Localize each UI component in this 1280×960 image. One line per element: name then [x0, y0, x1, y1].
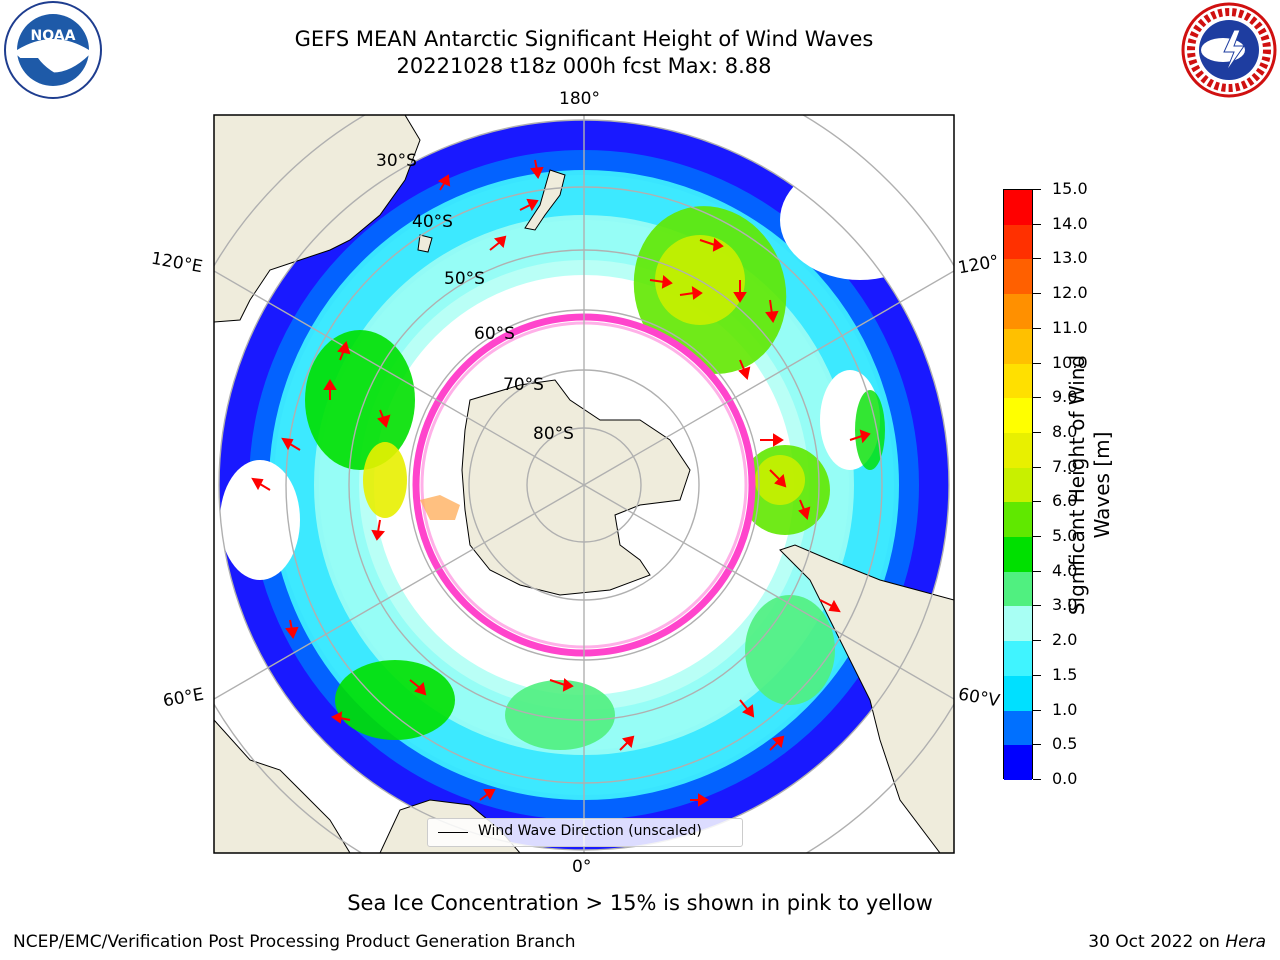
map-legend: Wind Wave Direction (unscaled)	[427, 818, 743, 847]
colorbar-tick-label: 0.5	[1052, 734, 1078, 754]
colorbar	[1003, 189, 1033, 780]
colorbar-tick	[1033, 779, 1041, 780]
colorbar-segment	[1004, 432, 1032, 468]
land-tasmania	[417, 234, 433, 253]
map-frame	[213, 114, 955, 854]
colorbar-tick-label: 3.0	[1052, 595, 1078, 615]
colorbar-segment	[1004, 745, 1032, 780]
sea-ice-note: Sea Ice Concentration > 15% is shown in …	[347, 891, 933, 915]
lon-label-0: 0°	[572, 857, 592, 877]
graticule	[214, 115, 954, 853]
colorbar-tick	[1033, 258, 1041, 260]
lon-label-180: 180°	[559, 89, 600, 109]
colorbar-tick	[1033, 397, 1041, 399]
colorbar-segment	[1004, 224, 1032, 260]
lat-label-50s: 50°S	[444, 269, 485, 289]
colorbar-tick	[1033, 709, 1041, 711]
colorbar-tick-label: 0.0	[1052, 769, 1078, 788]
wave-region-south-atlantic	[745, 595, 835, 705]
colorbar-segment	[1004, 259, 1032, 295]
colorbar-tick	[1033, 431, 1041, 433]
chart-title: GEFS MEAN Antarctic Significant Height o…	[294, 27, 874, 51]
land-new-zealand	[524, 169, 566, 231]
footer-machine: Hera	[1225, 932, 1266, 952]
colorbar-tick-label: 8.0	[1052, 421, 1078, 441]
colorbar-tick	[1033, 293, 1041, 295]
wave-region-indian	[305, 330, 415, 470]
colorbar-tick	[1033, 674, 1041, 676]
colorbar-segment	[1004, 328, 1032, 364]
colorbar-tick	[1033, 327, 1041, 329]
chart-subtitle: 20221028 t18z 000h fcst Max: 8.88	[396, 54, 772, 78]
colorbar-tick-label: 13.0	[1052, 248, 1088, 268]
colorbar-segment	[1004, 190, 1032, 225]
colorbar-tick-label: 6.0	[1052, 491, 1078, 511]
colorbar-tick-label: 5.0	[1052, 526, 1078, 546]
svg-text:NOAA: NOAA	[31, 28, 76, 44]
colorbar-tick-label: 15.0	[1052, 179, 1088, 198]
lat-label-60s: 60°S	[474, 324, 515, 344]
footer-credit: NCEP/EMC/Verification Post Processing Pr…	[13, 932, 576, 952]
colorbar-segment	[1004, 537, 1032, 572]
lat-label-70s: 70°S	[503, 375, 544, 395]
colorbar-segment	[1004, 571, 1032, 607]
colorbar-segment	[1004, 467, 1032, 503]
colorbar-tick	[1033, 536, 1041, 538]
lat-label-40s: 40°S	[412, 212, 453, 232]
colorbar-tick-label: 7.0	[1052, 456, 1078, 476]
colorbar-tick-label: 9.0	[1052, 387, 1078, 407]
colorbar-segment	[1004, 294, 1032, 329]
colorbar-tick-label: 11.0	[1052, 317, 1088, 337]
colorbar-tick	[1033, 570, 1041, 572]
nws-logo	[1181, 2, 1277, 98]
noaa-logo: NOAA	[4, 1, 102, 99]
colorbar-tick-label: 1.5	[1052, 664, 1078, 684]
colorbar-tick-label: 10.0	[1052, 352, 1088, 372]
colorbar-tick	[1033, 362, 1041, 364]
colorbar-segment	[1004, 710, 1032, 746]
wave-region-south-africa	[335, 660, 455, 740]
colorbar-tick-label: 2.0	[1052, 630, 1078, 650]
lat-label-80s: 80°S	[533, 424, 574, 444]
footer-date-text: 30 Oct 2022 on	[1088, 932, 1226, 952]
colorbar-tick-label: 14.0	[1052, 213, 1088, 233]
legend-line-swatch	[438, 832, 468, 833]
colorbar-segment	[1004, 606, 1032, 642]
colorbar-tick	[1033, 744, 1041, 746]
colorbar-segment	[1004, 641, 1032, 676]
colorbar-segment	[1004, 363, 1032, 399]
colorbar-segment	[1004, 502, 1032, 538]
footer-date: 30 Oct 2022 on Hera	[1088, 932, 1266, 952]
colorbar-label: Significant Height of Wind Waves [m]	[1065, 354, 1114, 616]
colorbar-tick	[1033, 189, 1041, 190]
wave-direction-arrows	[251, 159, 871, 807]
colorbar-tick-label: 12.0	[1052, 283, 1088, 303]
land-antarctica	[461, 379, 691, 596]
colorbar-tick	[1033, 605, 1041, 607]
colorbar-tick-label: 1.0	[1052, 699, 1078, 719]
colorbar-tick	[1033, 640, 1041, 642]
colorbar-tick	[1033, 223, 1041, 225]
legend-label: Wind Wave Direction (unscaled)	[478, 823, 702, 839]
colorbar-tick	[1033, 466, 1041, 468]
colorbar-tick	[1033, 501, 1041, 503]
colorbar-segment	[1004, 675, 1032, 711]
colorbar-tick-label: 4.0	[1052, 560, 1078, 580]
colorbar-segment	[1004, 398, 1032, 433]
lat-label-30s: 30°S	[376, 151, 417, 171]
